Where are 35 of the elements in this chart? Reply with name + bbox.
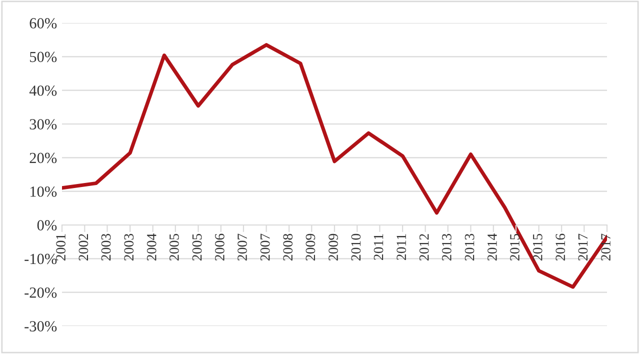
- x-tick-label: 2013: [464, 234, 474, 260]
- x-tick-label: 2011: [396, 234, 406, 260]
- x-tick-label: 2005: [170, 234, 179, 260]
- x-tick-label: 2017: [578, 234, 588, 260]
- y-tick-label: 60%: [30, 18, 57, 28]
- x-tick-label: 2015: [532, 234, 542, 260]
- y-tick-label: 40%: [29, 85, 57, 96]
- x-tick-label: 2014: [488, 234, 497, 260]
- x-tick-label: 2004: [146, 234, 156, 260]
- x-tick-label: 2006: [215, 234, 224, 260]
- x-tick-label: 2009: [328, 234, 338, 260]
- x-tick-label: 2017: [601, 234, 610, 260]
- x-tick-label: 2001: [56, 234, 66, 260]
- x-tick-label: 2015: [510, 234, 520, 260]
- x-tick-label: 2002: [78, 234, 88, 260]
- y-tick-label: -10%: [24, 254, 57, 264]
- x-tick-label: 2009: [306, 234, 316, 260]
- y-tick-label: 20%: [30, 152, 57, 164]
- y-tick-label: 0%: [37, 220, 57, 230]
- x-tick-label: 2016: [556, 234, 566, 260]
- x-tick-label: 2013: [442, 234, 452, 260]
- x-tick-label: 2012: [419, 234, 429, 260]
- x-tick-label: 2003: [124, 234, 134, 260]
- x-tick-label: 2011: [374, 234, 384, 260]
- x-tick-label: 2007: [238, 234, 247, 260]
- y-tick-label: -20%: [24, 287, 57, 298]
- y-tick-label: -30%: [24, 321, 57, 332]
- x-tick-label: 2003: [101, 234, 111, 260]
- x-tick-label: 2007: [260, 234, 270, 260]
- y-tick-label: 50%: [30, 52, 57, 62]
- y-tick-label: 10%: [30, 186, 57, 197]
- y-tick-label: 30%: [30, 119, 57, 130]
- x-tick-label: 2005: [192, 234, 202, 260]
- x-tick-label: 2008: [283, 234, 293, 260]
- x-tick-label: 2010: [351, 234, 361, 260]
